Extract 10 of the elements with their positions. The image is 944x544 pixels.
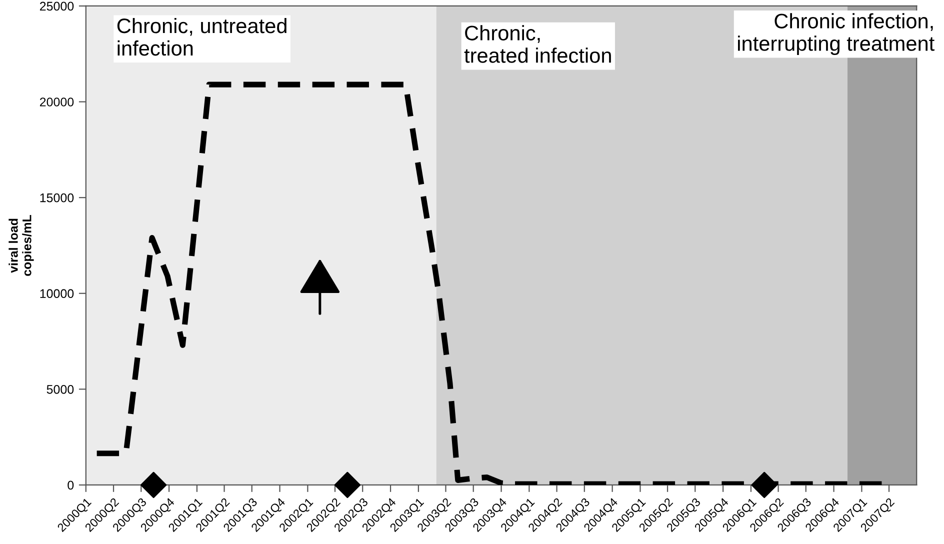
y-tick-label: 5000 [46, 384, 74, 394]
y-tick-label: 15000 [40, 193, 74, 202]
band-label: Chronic, untreated infection [117, 18, 286, 56]
y-axis-title: viral load copies/mL [8, 214, 34, 276]
y-tick-label: 10000 [40, 289, 74, 298]
band-label: Chronic, treated infection [464, 25, 611, 63]
y-tick-label: 0 [68, 480, 74, 490]
y-tick-label: 20000 [40, 98, 74, 106]
y-tick-label: 25000 [40, 2, 74, 11]
band-label: Chronic infection, interrupting treatment [738, 13, 934, 56]
